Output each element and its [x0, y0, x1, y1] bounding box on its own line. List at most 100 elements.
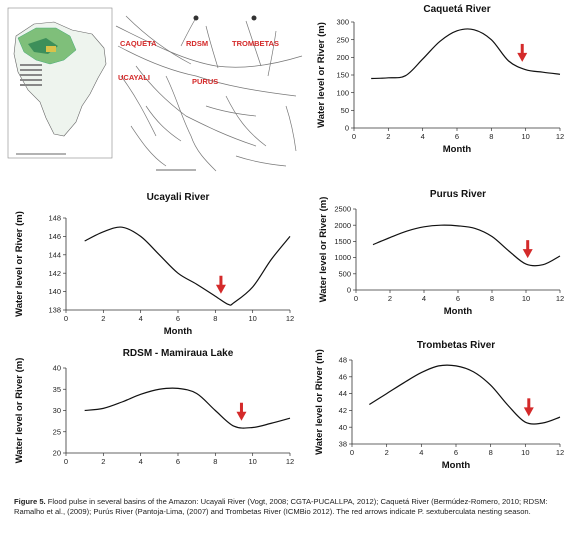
x-axis-label: Month [444, 306, 473, 317]
x-tick-label: 0 [64, 457, 68, 466]
chart-purus-svg: Purus River 0 500 1000 1500 2000 2500 0 2 4 6 8 10 12… [318, 189, 564, 317]
y-axis-label: Water level or River (m) [314, 349, 325, 455]
y-tick-label: 1500 [334, 237, 351, 246]
x-tick-label: 12 [286, 314, 294, 323]
x-tick-label: 8 [490, 294, 494, 303]
map-label-trombetas: TROMBETAS [232, 39, 279, 48]
y-tick-label: 142 [48, 269, 61, 278]
series-line [369, 364, 561, 425]
series-line [84, 226, 291, 306]
y-tick-label: 140 [48, 287, 61, 296]
series-line [84, 387, 291, 429]
y-tick-label: 0 [347, 286, 351, 295]
y-tick-label: 2500 [334, 205, 351, 214]
caption-label: Figure 5. [14, 497, 46, 506]
chart-ucayali: Ucayali River 138 140 142 144 146 148 0 2 4 6 8 10 12… [6, 186, 296, 342]
legend-line [20, 84, 42, 86]
y-tick-label: 42 [339, 406, 347, 415]
x-tick-label: 6 [454, 448, 458, 457]
chart-caqueta: Caquetá River 0 50 100 150 200 250 300 0 2 4 6 8 10 12… [312, 0, 572, 172]
nesting-season-arrow-icon [522, 240, 533, 259]
amazon-map-panel: CAQUETA RDSM TROMBETAS UCAYALI PURUS [6, 6, 306, 182]
river-network [115, 15, 303, 172]
x-axis-label: Month [443, 144, 472, 155]
map-label-ucayali: UCAYALI [118, 73, 150, 82]
map-label-purus: PURUS [192, 77, 218, 86]
x-tick-label: 0 [352, 132, 356, 141]
chart-title: Trombetas River [417, 340, 495, 351]
chart-title: Purus River [430, 189, 486, 200]
x-tick-label: 6 [176, 314, 180, 323]
x-tick-label: 8 [489, 448, 493, 457]
north-arrow-icon [251, 15, 257, 21]
y-tick-label: 50 [341, 106, 349, 115]
chart-title: Ucayali River [147, 192, 210, 203]
x-tick-label: 12 [286, 457, 294, 466]
y-axis-label: Water level or River (m) [14, 358, 25, 464]
chart-purus: Purus River 0 500 1000 1500 2000 2500 0 2 4 6 8 10 12… [312, 183, 572, 327]
nesting-season-arrow-icon [215, 275, 226, 294]
chart-rdsm: RDSM - Mamiraua Lake 20 25 30 35 40 0 2 4 6 8 10 12 W… [6, 342, 296, 484]
y-tick-label: 2000 [334, 221, 351, 230]
legend-line [20, 74, 42, 76]
x-tick-label: 2 [385, 448, 389, 457]
y-tick-label: 138 [48, 306, 61, 315]
y-tick-label: 30 [53, 406, 61, 415]
x-tick-label: 4 [421, 132, 425, 141]
x-tick-label: 4 [419, 448, 423, 457]
nesting-season-arrow-icon [236, 402, 247, 421]
y-tick-label: 1000 [334, 253, 351, 262]
basin-highlight [46, 46, 56, 52]
y-tick-label: 35 [53, 385, 61, 394]
x-tick-label: 10 [521, 448, 529, 457]
y-tick-label: 500 [338, 269, 351, 278]
y-tick-label: 144 [48, 250, 61, 259]
y-tick-label: 25 [53, 427, 61, 436]
x-tick-label: 2 [101, 314, 105, 323]
x-tick-label: 10 [248, 314, 256, 323]
x-tick-label: 12 [556, 294, 564, 303]
y-tick-label: 300 [336, 18, 349, 27]
y-tick-label: 40 [53, 364, 61, 373]
legend-line [20, 79, 42, 81]
x-tick-label: 6 [176, 457, 180, 466]
x-tick-label: 10 [521, 132, 529, 141]
y-axis-label: Water level or River (m) [318, 197, 329, 303]
x-tick-label: 0 [64, 314, 68, 323]
x-tick-label: 0 [350, 448, 354, 457]
x-tick-label: 10 [248, 457, 256, 466]
y-tick-label: 146 [48, 232, 61, 241]
caption-text: Flood pulse in several basins of the Ama… [14, 497, 548, 516]
x-tick-label: 0 [354, 294, 358, 303]
chart-caqueta-svg: Caquetá River 0 50 100 150 200 250 300 0 2 4 6 8 10 12… [316, 4, 564, 155]
x-tick-label: 10 [522, 294, 530, 303]
y-axis-label: Water level or River (m) [14, 211, 25, 317]
nesting-season-arrow-icon [523, 398, 534, 417]
y-tick-label: 38 [339, 440, 347, 449]
x-tick-label: 12 [556, 132, 564, 141]
x-tick-label: 8 [213, 457, 217, 466]
chart-title: Caquetá River [423, 4, 490, 15]
y-tick-label: 250 [336, 35, 349, 44]
x-tick-label: 2 [101, 457, 105, 466]
y-tick-label: 200 [336, 53, 349, 62]
chart-trombetas: Trombetas River 38 40 42 44 46 48 0 2 4 6 8 10 12 Mont… [312, 334, 572, 476]
chart-ucayali-svg: Ucayali River 138 140 142 144 146 148 0 2 4 6 8 10 12… [14, 192, 294, 337]
y-tick-label: 40 [339, 423, 347, 432]
x-tick-label: 2 [386, 132, 390, 141]
y-tick-label: 0 [345, 124, 349, 133]
y-tick-label: 150 [336, 71, 349, 80]
chart-rdsm-svg: RDSM - Mamiraua Lake 20 25 30 35 40 0 2 4 6 8 10 12 W… [14, 348, 294, 466]
x-tick-label: 6 [456, 294, 460, 303]
legend-line [20, 69, 42, 71]
chart-title: RDSM - Mamiraua Lake [123, 348, 234, 359]
y-tick-label: 20 [53, 449, 61, 458]
y-tick-label: 100 [336, 88, 349, 97]
x-axis-label: Month [442, 460, 471, 471]
legend-line [20, 64, 42, 66]
x-tick-label: 2 [388, 294, 392, 303]
y-tick-label: 44 [339, 389, 347, 398]
amazon-map: CAQUETA RDSM TROMBETAS UCAYALI PURUS [7, 7, 304, 180]
map-label-rdsm: RDSM [186, 39, 208, 48]
